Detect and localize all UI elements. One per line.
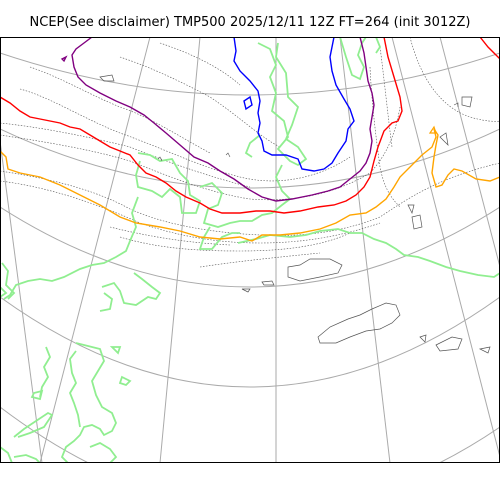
isotherm [29,66,211,154]
green-contour [60,342,117,463]
green-contour [13,454,41,463]
green-contours [0,37,500,463]
longitude-line [439,37,500,268]
green-contour [68,350,81,428]
green-contour [0,286,8,298]
isotherm [119,56,281,148]
green-contour [89,441,118,463]
green-contour [101,272,162,306]
green-contour [1,262,16,300]
isotherm [19,88,351,182]
latitude-line [0,206,500,288]
stray-mark [225,152,231,158]
green-contour [0,446,13,463]
coastline [317,302,401,344]
isotherm-blue [233,37,355,172]
coastline [261,280,275,286]
map-title: NCEP(See disclaimer) TMP500 2025/12/11 1… [29,15,471,30]
longitude-line [159,37,201,463]
green-contour [244,134,261,158]
green-contour [99,292,113,312]
coastline [287,258,343,282]
coastline [478,346,491,354]
latitude-line [0,296,500,388]
longitude-line [0,140,43,463]
weather-map [0,37,500,463]
latitude-line [0,128,500,189]
coastline [241,288,251,293]
latitude-lines [0,52,500,463]
coastline [99,74,115,82]
isotherm [409,37,500,122]
green-contour [257,42,308,167]
isotherm [0,180,381,244]
green-contour [135,152,202,214]
green-contour [237,228,500,278]
isotherm [119,232,351,252]
coastline [435,336,463,352]
stray-mark [453,102,459,107]
coastline [407,204,415,215]
orange-blob [428,125,437,134]
coastline [419,334,427,343]
isotherm-orange [0,128,500,242]
green-contour [109,346,122,355]
green-contour [13,411,54,438]
green-contour [3,196,139,300]
isotherm [0,162,500,236]
stray-marks [157,102,459,162]
latitude-line [0,52,500,96]
isotherm [0,122,251,188]
coastline [461,96,473,108]
coastlines [99,74,491,354]
coastline [439,132,449,147]
green-contour [30,389,44,401]
longitude-line [339,37,391,463]
isotherm-purple [60,37,375,202]
longitude-lines [0,37,500,463]
coastline [411,214,423,230]
green-contour [375,37,382,54]
stray-mark [157,156,163,162]
green-contour [118,375,132,387]
longitude-line [39,37,151,463]
isotherm [199,252,321,268]
isotherm [379,46,393,148]
isotherm [369,66,401,208]
green-contour [199,164,292,228]
latitude-line [0,406,500,463]
map-frame [0,37,500,463]
green-contour [39,346,52,398]
isotherm-red [0,37,500,214]
longitude-line [391,37,500,458]
isotherm [159,42,241,86]
minor-isotherms [0,37,500,268]
